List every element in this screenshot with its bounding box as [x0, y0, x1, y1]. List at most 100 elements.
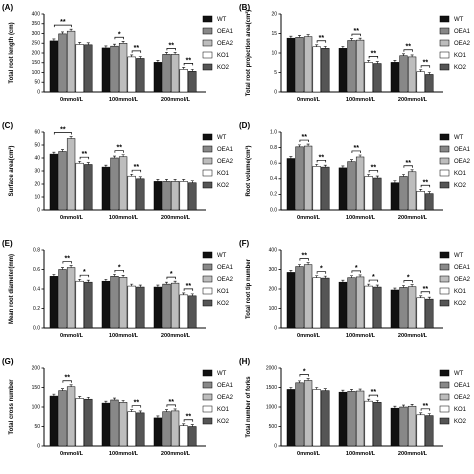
bar-wt — [101, 166, 111, 211]
legend-swatch — [439, 133, 450, 141]
bar-ko1 — [127, 175, 136, 211]
legend-label: KO1 — [217, 407, 230, 413]
bar-oea1 — [295, 37, 304, 93]
legend-swatch — [439, 63, 450, 71]
chart-panel: (A) Total root length (cm) 0 50 100 150 200 250… — [2, 3, 234, 103]
legend-swatch — [439, 51, 450, 59]
error-bar — [323, 46, 327, 49]
x-category-label: 100mmol/L — [109, 451, 139, 457]
bar-wt — [101, 47, 111, 93]
legend-swatch — [202, 275, 213, 283]
y-tick-label: 0 — [37, 207, 40, 213]
significance-marker: * — [170, 271, 173, 278]
bar-ko2 — [321, 277, 330, 329]
bar-oea2 — [407, 171, 417, 211]
error-bar — [104, 400, 108, 404]
error-bar — [86, 396, 90, 400]
error-bar — [156, 179, 160, 182]
significance-marker: * — [303, 368, 306, 375]
panel-letter: (F) — [239, 239, 250, 248]
bar-wt — [49, 40, 59, 93]
bar-oea1 — [162, 181, 171, 211]
legend-label: OEA1 — [217, 383, 234, 389]
legend-label: WT — [217, 371, 227, 377]
legend-swatch — [202, 287, 213, 295]
legend-label: OEA2 — [217, 159, 234, 165]
error-bar — [173, 408, 177, 411]
x-category-label: 100mmol/L — [109, 97, 139, 103]
y-tick-label: 0.4 — [270, 176, 277, 182]
bar-wt — [286, 158, 296, 211]
legend-label: KO2 — [454, 301, 467, 307]
error-bar — [367, 283, 371, 287]
legend-swatch — [439, 145, 450, 153]
bar-ko1 — [364, 400, 373, 447]
significance-marker: ** — [423, 60, 429, 67]
bar-ko2 — [425, 298, 434, 329]
significance-marker: ** — [371, 164, 377, 171]
legend-label: OEA2 — [454, 41, 471, 47]
significance-marker: ** — [60, 19, 66, 26]
error-bar — [375, 284, 379, 288]
bar-oea2 — [407, 286, 417, 329]
legend-label: KO2 — [217, 65, 230, 71]
bar-ko1 — [364, 62, 373, 93]
bar-wt — [338, 281, 348, 329]
legend-swatch — [202, 27, 213, 35]
bar-ko2 — [321, 390, 330, 447]
significance-marker: ** — [371, 389, 377, 396]
error-bar — [367, 398, 371, 402]
significance-bracket — [299, 374, 309, 377]
bar-oea2 — [118, 402, 128, 447]
legend-label: OEA2 — [454, 159, 471, 165]
legend-swatch — [439, 169, 450, 177]
error-bar — [306, 262, 310, 265]
bar-oea1 — [162, 411, 171, 447]
y-tick-label: 30 — [34, 168, 40, 174]
significance-bracket — [166, 404, 176, 407]
legend-label: KO1 — [217, 289, 230, 295]
y-tick-label: 0 — [37, 89, 40, 95]
error-bar — [358, 388, 362, 392]
bar-ko2 — [425, 415, 434, 447]
bar-oea1 — [399, 55, 408, 93]
bar-ko2 — [84, 398, 93, 447]
error-bar — [121, 275, 125, 278]
significance-bracket — [420, 184, 431, 188]
y-axis-label: Total number of forks — [246, 376, 252, 438]
bar-oea1 — [295, 266, 304, 329]
error-bar — [350, 159, 353, 162]
legend-label: KO2 — [454, 419, 467, 425]
error-bar — [121, 400, 125, 403]
bar-wt — [153, 286, 163, 329]
y-tick-label: 0.0 — [33, 325, 40, 331]
error-bar — [113, 274, 116, 277]
error-bar — [375, 61, 379, 64]
error-bar — [182, 292, 186, 295]
x-category-label: 0mmol/L — [60, 451, 84, 457]
significance-bracket — [131, 169, 142, 173]
bar-oea1 — [110, 157, 119, 211]
error-bar — [298, 264, 301, 267]
error-bar — [410, 169, 414, 172]
y-tick-label: 2000 — [266, 365, 277, 371]
x-category-label: 200mmol/L — [398, 97, 428, 103]
chart-panel: (F) Total root tip number 0 100 200 300 400 0mm… — [239, 239, 471, 339]
error-bar — [52, 38, 56, 41]
legend-swatch — [439, 417, 450, 425]
y-tick-label: 10 — [34, 194, 40, 200]
bar-oea1 — [58, 33, 67, 93]
significance-bracket — [316, 271, 327, 274]
legend-label: KO1 — [217, 171, 230, 177]
error-bar — [289, 156, 293, 159]
panel-letter: (A) — [2, 3, 13, 12]
x-category-label: 0mmol/L — [297, 333, 321, 339]
legend-label: OEA1 — [217, 265, 234, 271]
error-bar — [121, 41, 125, 44]
significance-bracket — [62, 380, 72, 383]
error-bar — [52, 274, 56, 277]
bar-ko2 — [373, 402, 382, 447]
y-tick-label: 15 — [271, 31, 277, 37]
bar-ko2 — [188, 295, 197, 329]
error-bar — [52, 393, 56, 397]
